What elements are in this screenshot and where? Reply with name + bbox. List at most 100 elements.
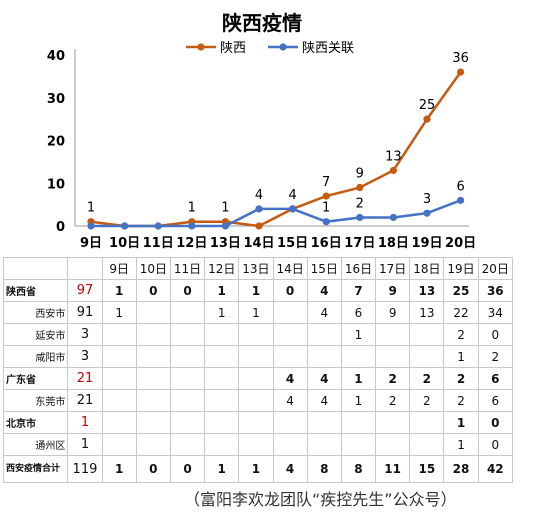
header-cell: 9日 <box>101 257 137 280</box>
data-point <box>154 222 162 230</box>
daily-count <box>375 323 411 346</box>
data-point <box>322 192 330 200</box>
header-cell: 18日 <box>409 257 445 280</box>
daily-count <box>306 323 342 346</box>
table-row: 陕西省 97 1 0 0 1 1 0 4 7 9 13 25 36 <box>2 279 514 302</box>
daily-count: 1 <box>101 301 137 324</box>
daily-count: 4 <box>306 367 342 390</box>
daily-count <box>409 411 445 434</box>
daily-count <box>204 411 240 434</box>
region-total: 97 <box>67 279 103 302</box>
table-row: 延安市 3 1 2 0 <box>2 323 514 346</box>
y-tick-label: 10 <box>47 177 65 192</box>
header-cell: 16日 <box>340 257 377 280</box>
daily-count: 15 <box>409 455 445 483</box>
daily-count: 9 <box>375 301 411 324</box>
daily-count: 2 <box>443 389 479 412</box>
region-total: 1 <box>67 411 103 434</box>
daily-count <box>169 323 206 346</box>
data-label: 4 <box>288 188 296 203</box>
legend: 陕西 陕西关联 <box>186 41 354 56</box>
daily-count <box>340 345 377 368</box>
data-label: 1 <box>322 201 330 216</box>
data-label: 1 <box>221 201 229 216</box>
daily-count <box>204 433 240 456</box>
header-cell: 10日 <box>135 257 171 280</box>
region-total: 3 <box>67 323 103 346</box>
data-label: 3 <box>423 192 431 207</box>
data-label: 1 <box>87 201 95 216</box>
daily-count: 0 <box>135 455 171 483</box>
daily-count <box>101 367 137 390</box>
x-tick-label: 17日 <box>344 236 375 251</box>
header-cell: 17日 <box>375 257 411 280</box>
daily-count: 2 <box>443 367 479 390</box>
header-cell <box>67 257 103 280</box>
daily-count: 28 <box>443 455 479 483</box>
daily-count: 6 <box>477 389 514 412</box>
daily-count <box>135 301 171 324</box>
x-tick-label: 20日 <box>445 236 476 251</box>
y-tick-label: 0 <box>56 220 65 235</box>
daily-count <box>238 345 274 368</box>
table-row: 北京市 1 1 0 <box>2 411 514 434</box>
table-row: 通州区 1 1 0 <box>2 433 514 456</box>
daily-count: 1 <box>340 389 377 412</box>
daily-count <box>135 433 171 456</box>
data-label: 7 <box>322 175 330 190</box>
daily-count <box>101 345 137 368</box>
daily-count <box>169 367 206 390</box>
header-cell: 14日 <box>272 257 308 280</box>
source-footer: （富阳李欢龙团队“疾控先生”公众号） <box>184 490 457 509</box>
x-tick-label: 16日 <box>311 236 342 251</box>
daily-count: 0 <box>169 455 206 483</box>
daily-count <box>169 301 206 324</box>
data-point <box>255 205 263 213</box>
legend-label-2: 陕西关联 <box>302 41 354 56</box>
daily-count <box>135 411 171 434</box>
daily-count <box>306 411 342 434</box>
daily-count: 1 <box>204 455 240 483</box>
header-cell: 12日 <box>204 257 240 280</box>
header-cell: 11日 <box>169 257 206 280</box>
daily-count <box>204 345 240 368</box>
daily-count: 9 <box>375 279 411 302</box>
legend-marker-2 <box>279 43 287 51</box>
daily-count: 2 <box>409 367 445 390</box>
daily-count: 0 <box>272 279 308 302</box>
daily-count: 34 <box>477 301 514 324</box>
legend-label-1: 陕西 <box>220 41 246 56</box>
daily-count: 6 <box>340 301 377 324</box>
x-tick-label: 10日 <box>109 236 140 251</box>
daily-count: 25 <box>443 279 479 302</box>
data-label: 13 <box>385 149 402 164</box>
daily-count: 1 <box>238 455 274 483</box>
daily-count: 1 <box>204 279 240 302</box>
daily-count <box>409 433 445 456</box>
daily-count: 0 <box>135 279 171 302</box>
table-row: 西安市 91 1 1 1 4 6 9 13 22 34 <box>2 301 514 324</box>
legend-marker-1 <box>197 43 205 51</box>
daily-count: 0 <box>169 279 206 302</box>
region-total: 91 <box>67 301 103 324</box>
table-row: 西安疫情合计 119 1 0 0 1 1 4 8 8 11 15 28 42 <box>2 455 514 483</box>
data-point <box>423 115 431 123</box>
data-point <box>389 166 397 175</box>
daily-count: 8 <box>340 455 377 483</box>
daily-count <box>409 323 445 346</box>
data-label: 2 <box>356 196 364 211</box>
daily-count: 2 <box>375 389 411 412</box>
daily-count: 1 <box>238 301 274 324</box>
cases-table: 9日 10日 11日 12日 13日 14日 15日 16日 17日 18日 19日 20日 陕西省 97… <box>2 257 514 483</box>
daily-count: 13 <box>409 301 445 324</box>
daily-count: 1 <box>443 433 479 456</box>
daily-count <box>340 433 377 456</box>
daily-count <box>101 323 137 346</box>
daily-count: 36 <box>477 279 514 302</box>
data-point <box>356 183 364 192</box>
data-point <box>457 196 465 204</box>
data-point <box>289 205 297 213</box>
daily-count: 0 <box>477 411 514 434</box>
